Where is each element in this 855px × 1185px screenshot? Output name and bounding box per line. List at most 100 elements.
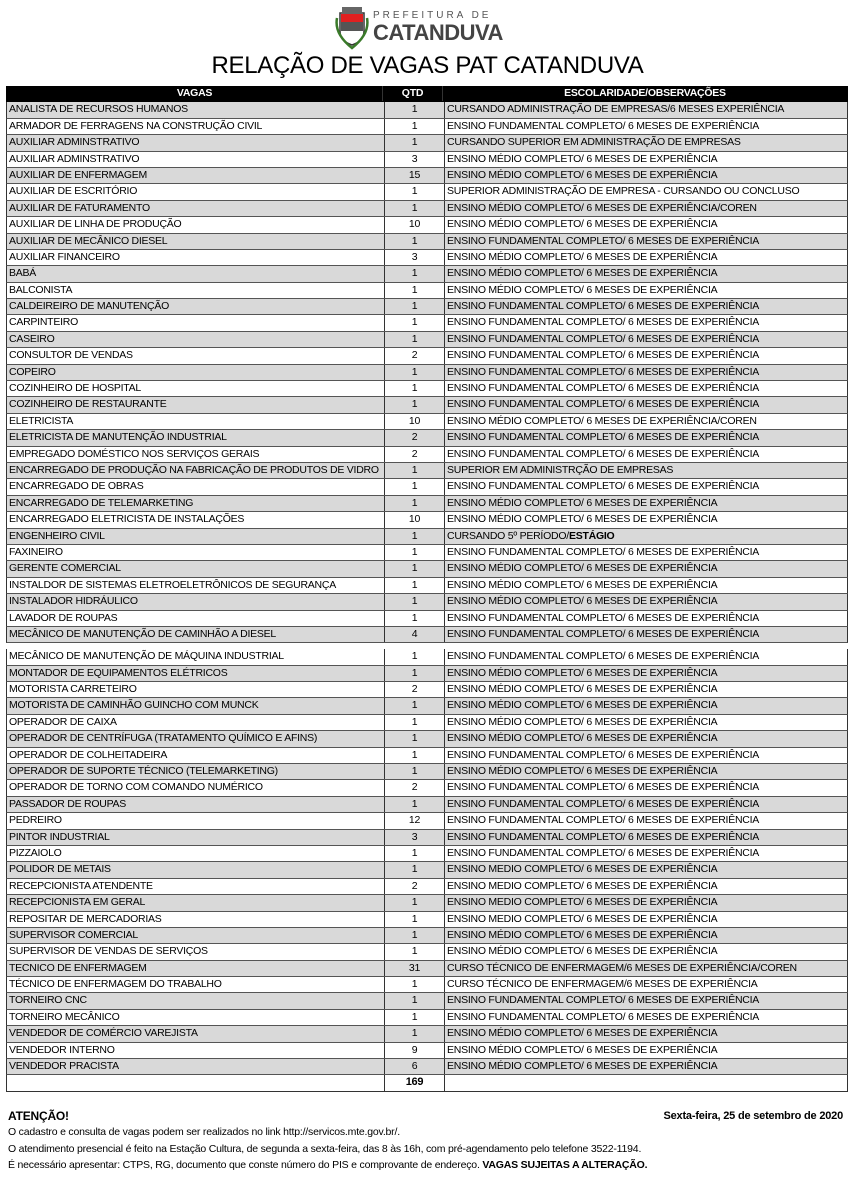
table-row: OPERADOR DE CAIXA 1 ENSINO MÉDIO COMPLETO/… <box>6 714 848 732</box>
escolaridade-text: ENSINO FUNDAMENTAL COMPLETO/ 6 MESES DE … <box>447 382 760 395</box>
escolaridade-cell: ENSINO FUNDAMENTAL COMPLETO/ 6 MESES DE … <box>445 365 847 380</box>
table-row: PINTOR INDUSTRIAL 3 ENSINO FUNDAMENTAL COM… <box>6 829 848 846</box>
qtd-cell: 1 <box>385 594 445 610</box>
qtd-cell: 1 <box>385 1026 445 1042</box>
vaga-cell: ANALISTA DE RECURSOS HUMANOS <box>7 102 385 118</box>
vaga-cell: CONSULTOR DE VENDAS <box>7 348 385 364</box>
escolaridade-text: ENSINO FUNDAMENTAL COMPLETO/ 6 MESES DE … <box>447 447 760 460</box>
vaga-cell: ELETRICISTA DE MANUTENÇÃO INDUSTRIAL <box>7 430 385 446</box>
note-line-3-text: É necessário apresentar: CTPS, RG, docum… <box>8 1159 483 1172</box>
table-row: OPERADOR DE COLHEITADEIRA 1 ENSINO FUNDAME… <box>6 747 848 765</box>
escolaridade-cell: ENSINO FUNDAMENTAL COMPLETO/ 6 MESES DE … <box>445 846 847 861</box>
qtd-cell: 1 <box>385 944 445 960</box>
escolaridade-cell: CURSANDO 5º PERÍODO/ESTÁGIO <box>445 529 847 544</box>
escolaridade-text: ENSINO FUNDAMENTAL COMPLETO/ 6 MESES DE … <box>447 1010 760 1023</box>
escolaridade-text: ENSINO MEDIO COMPLETO/ 6 MESES DE EXPERI… <box>447 912 718 925</box>
escolaridade-cell: ENSINO MEDIO COMPLETO/ 6 MESES DE EXPERI… <box>445 895 847 910</box>
qtd-cell: 3 <box>385 829 445 845</box>
escolaridade-cell: ENSINO FUNDAMENTAL COMPLETO/ 6 MESES DE … <box>445 430 847 445</box>
qtd-cell: 1 <box>385 649 445 665</box>
vaga-cell: ENCARREGADO DE TELEMARKETING <box>7 495 385 512</box>
qtd-cell: 10 <box>385 512 445 528</box>
escolaridade-cell: ENSINO MÉDIO COMPLETO/ 6 MESES DE EXPERI… <box>445 152 847 167</box>
escolaridade-text: ENSINO FUNDAMENTAL COMPLETO/ 6 MESES DE … <box>447 846 760 859</box>
escolaridade-text: ENSINO MÉDIO COMPLETO/ 6 MESES DE EXPERI… <box>447 218 718 231</box>
table-row: PIZZAIOLO 1 ENSINO FUNDAMENTAL COMPLETO/ 6… <box>6 845 848 863</box>
total-row: 169 <box>6 1075 848 1093</box>
header-escolaridade: ESCOLARIDADE/OBSERVAÇÕES <box>564 87 726 99</box>
table-row: TORNEIRO CNC 1 ENSINO FUNDAMENTAL COMPLETO… <box>6 993 848 1010</box>
qtd-cell: 1 <box>385 479 445 495</box>
table-row: MECÂNICO DE MANUTENÇÃO DE MÁQUINA INDUST… <box>6 649 848 666</box>
vaga-cell: AUXILIAR DE ENFERMAGEM <box>7 167 385 184</box>
escolaridade-cell: ENSINO FUNDAMENTAL COMPLETO/ 6 MESES DE … <box>445 397 847 412</box>
table-row: INSTALADOR HIDRÁULICO 1 ENSINO MÉDIO COMPL… <box>6 594 848 611</box>
escolaridade-text: ENSINO FUNDAMENTAL COMPLETO/ 6 MESES DE … <box>447 781 760 794</box>
table-row: INSTALDOR DE SISTEMAS ELETROELETRÔNICOS … <box>6 577 848 595</box>
escolaridade-text: ENSINO FUNDAMENTAL COMPLETO/ 6 MESES DE … <box>447 300 760 313</box>
table-row: ENCARREGADO ELETRICISTA DE INSTALAÇÕES 10… <box>6 512 848 529</box>
qtd-cell: 1 <box>385 561 445 577</box>
table-body-part2: MECÂNICO DE MANUTENÇÃO DE MÁQUINA INDUST… <box>6 649 848 1076</box>
escolaridade-cell: ENSINO MÉDIO COMPLETO/ 6 MESES DE EXPERI… <box>445 1026 847 1041</box>
escolaridade-text: ENSINO MEDIO COMPLETO/ 6 MESES DE EXPERI… <box>447 863 718 876</box>
escolaridade-cell: ENSINO MÉDIO COMPLETO/ 6 MESES DE EXPERI… <box>445 496 847 511</box>
escolaridade-text: ENSINO FUNDAMENTAL COMPLETO/ 6 MESES DE … <box>447 994 760 1007</box>
table-row: MONTADOR DE EQUIPAMENTOS ELÉTRICOS 1 ENSIN… <box>6 665 848 683</box>
escolaridade-text: ENSINO MÉDIO COMPLETO/ 6 MESES DE EXPERI… <box>447 1027 718 1040</box>
note-line-1: O cadastro e consulta de vagas podem ser… <box>8 1126 400 1139</box>
escolaridade-text: ENSINO FUNDAMENTAL COMPLETO/ 6 MESES DE … <box>447 830 760 843</box>
escolaridade-cell: ENSINO MÉDIO COMPLETO/ 6 MESES DE EXPERI… <box>445 715 847 730</box>
vaga-cell: AUXILIAR ADMINSTRATIVO <box>7 135 385 151</box>
vaga-cell: AUXILIAR FINANCEIRO <box>7 249 385 266</box>
escolaridade-text: ENSINO MÉDIO COMPLETO/ 6 MESES DE EXPERI… <box>447 1060 718 1073</box>
table-row: RECEPCIONISTA ATENDENTE 2 ENSINO MEDIO COM… <box>6 878 848 896</box>
escolaridade-text: ENSINO FUNDAMENTAL COMPLETO/ 6 MESES DE … <box>447 748 760 761</box>
table-row: VENDEDOR PRACISTA 6 ENSINO MÉDIO COMPLETO/… <box>6 1059 848 1076</box>
vaga-cell: SUPERVISOR DE VENDAS DE SERVIÇOS <box>7 944 385 960</box>
qtd-cell: 1 <box>385 200 445 217</box>
qtd-cell: 15 <box>385 167 445 184</box>
table-row: OPERADOR DE TORNO COM COMANDO NUMÉRICO 2 E… <box>6 780 848 797</box>
escolaridade-cell: ENSINO FUNDAMENTAL COMPLETO/ 6 MESES DE … <box>445 234 847 249</box>
vaga-cell: RECEPCIONISTA ATENDENTE <box>7 878 385 895</box>
table-row: CARPINTEIRO 1 ENSINO FUNDAMENTAL COMPLETO/… <box>6 315 848 332</box>
vaga-cell: EMPREGADO DOMÉSTICO NOS SERVIÇOS GERAIS <box>7 446 385 462</box>
escolaridade-text: ENSINO MÉDIO COMPLETO/ 6 MESES DE EXPERI… <box>447 945 718 958</box>
note-line-2: O atendimento presencial é feito na Esta… <box>8 1142 642 1155</box>
qtd-cell: 10 <box>385 413 445 430</box>
qtd-cell: 4 <box>385 626 445 643</box>
vaga-cell: PASSADOR DE ROUPAS <box>7 796 385 813</box>
escolaridade-text: ENSINO FUNDAMENTAL COMPLETO/ 6 MESES DE … <box>447 349 760 362</box>
escolaridade-text: ENSINO MÉDIO COMPLETO/ 6 MESES DE EXPERI… <box>447 283 718 296</box>
qtd-cell: 1 <box>385 495 445 512</box>
escolaridade-text: ENSINO FUNDAMENTAL COMPLETO/ 6 MESES DE … <box>447 797 760 810</box>
qtd-cell: 1 <box>385 764 445 780</box>
escolaridade-cell: ENSINO MÉDIO COMPLETO/ 6 MESES DE EXPERI… <box>445 201 847 216</box>
table-row: OPERADOR DE CENTRÍFUGA (TRATAMENTO QUÍMI… <box>6 731 848 748</box>
escolaridade-cell: ENSINO MÉDIO COMPLETO/ 6 MESES DE EXPERI… <box>445 731 847 746</box>
escolaridade-cell: ENSINO FUNDAMENTAL COMPLETO/ 6 MESES DE … <box>445 780 847 795</box>
escolaridade-cell: ENSINO MÉDIO COMPLETO/ 6 MESES DE EXPERI… <box>445 594 847 609</box>
qtd-cell: 1 <box>385 665 445 682</box>
escolaridade-text: ENSINO MÉDIO COMPLETO/ 6 MESES DE EXPERI… <box>447 666 718 679</box>
escolaridade-cell: ENSINO FUNDAMENTAL COMPLETO/ 6 MESES DE … <box>445 649 847 664</box>
qtd-cell: 1 <box>385 731 445 747</box>
vaga-cell: OPERADOR DE COLHEITADEIRA <box>7 747 385 764</box>
vaga-cell: LAVADOR DE ROUPAS <box>7 610 385 626</box>
qtd-cell: 2 <box>385 430 445 446</box>
escolaridade-text: ENSINO MÉDIO COMPLETO/ 6 MESES DE EXPERI… <box>447 1043 718 1056</box>
table-row: BALCONISTA 1 ENSINO MÉDIO COMPLETO/ 6 MESE… <box>6 282 848 300</box>
table-row: VENDEDOR DE COMÉRCIO VAREJISTA 1 ENSINO MÉ… <box>6 1026 848 1043</box>
logo-text-big: CATANDUVA <box>373 20 503 45</box>
escolaridade-cell: CURSANDO ADMINISTRAÇÃO DE EMPRESAS/6 MES… <box>445 102 847 117</box>
escolaridade-text: ENSINO FUNDAMENTAL COMPLETO/ 6 MESES DE … <box>447 316 760 329</box>
table-row: COPEIRO 1 ENSINO FUNDAMENTAL COMPLETO/ 6 M… <box>6 364 848 382</box>
qtd-cell: 1 <box>385 993 445 1009</box>
qtd-cell: 12 <box>385 813 445 829</box>
qtd-cell: 1 <box>385 135 445 151</box>
escolaridade-cell: ENSINO FUNDAMENTAL COMPLETO/ 6 MESES DE … <box>445 479 847 494</box>
escolaridade-text: ENSINO FUNDAMENTAL COMPLETO/ 6 MESES DE … <box>447 545 760 558</box>
vaga-cell: ENCARREGADO DE OBRAS <box>7 479 385 495</box>
table-row: SUPERVISOR DE VENDAS DE SERVIÇOS 1 ENSINO … <box>6 944 848 961</box>
